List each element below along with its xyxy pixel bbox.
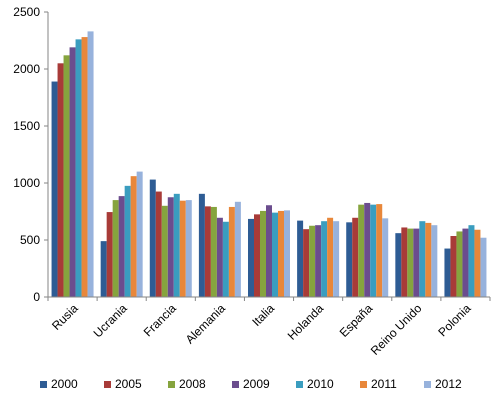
bar-reino-unido-2005 — [401, 227, 408, 297]
bar-italia-2005 — [254, 214, 260, 297]
bar-holanda-2010 — [321, 221, 328, 297]
bar-holanda-2005 — [303, 229, 310, 297]
bars — [51, 31, 487, 298]
bar-francia-2000 — [149, 179, 156, 297]
bar-polonia-2011 — [474, 229, 481, 297]
bar-polonia-2005 — [450, 236, 457, 297]
bar-polonia-2010 — [468, 225, 475, 297]
bar-italia-2009 — [266, 205, 272, 297]
bar-italia-2000 — [248, 218, 254, 297]
bar-polonia-2008 — [456, 231, 463, 297]
legend-swatch-2010 — [296, 381, 303, 388]
bar-españa-2000 — [346, 222, 353, 297]
bar-francia-2012 — [185, 200, 192, 297]
bar-reino-unido-2009 — [413, 228, 420, 297]
bar-rusia-2005 — [57, 63, 64, 297]
legend-label-2008: 2008 — [179, 377, 206, 391]
y-tick-label: 0 — [33, 290, 40, 304]
bar-rusia-2008 — [63, 55, 70, 297]
legend-swatch-2000 — [40, 381, 47, 388]
y-axis: 0 500 1000 1500 2000 2500 — [13, 5, 49, 304]
bar-holanda-2011 — [327, 217, 334, 297]
bar-españa-2005 — [352, 217, 359, 297]
bar-polonia-2012 — [480, 237, 487, 297]
legend-label-2010: 2010 — [307, 377, 334, 391]
bar-italia-2011 — [278, 210, 284, 297]
bar-holanda-2012 — [333, 221, 340, 297]
x-category-label: España — [337, 301, 376, 340]
bar-polonia-2000 — [444, 248, 451, 297]
bar-alemania-2011 — [228, 206, 235, 297]
y-tick-label: 1000 — [13, 176, 40, 190]
bar-polonia-2009 — [462, 228, 469, 297]
x-category-label: Polonia — [435, 301, 473, 339]
legend-label-2012: 2012 — [435, 377, 462, 391]
bar-ucrania-2008 — [112, 200, 119, 297]
bar-alemania-2012 — [234, 201, 241, 297]
bar-francia-2011 — [179, 200, 186, 297]
bar-alemania-2000 — [198, 193, 205, 297]
bar-españa-2011 — [376, 204, 383, 297]
legend-swatch-2008 — [168, 381, 175, 388]
x-axis: Rusia Ucrania Francia Alemania Italia Holanda… — [47, 296, 491, 358]
bar-ucrania-2011 — [130, 176, 137, 297]
bar-españa-2009 — [364, 202, 371, 297]
bar-españa-2012 — [382, 218, 389, 297]
bar-alemania-2005 — [204, 206, 211, 297]
bar-holanda-2008 — [309, 225, 316, 297]
bar-italia-2010 — [272, 212, 278, 297]
bar-reino-unido-2011 — [425, 222, 432, 297]
bar-italia-2012 — [284, 210, 290, 297]
bar-rusia-2000 — [51, 81, 58, 297]
bar-rusia-2009 — [69, 47, 76, 298]
x-category-label: Francia — [141, 301, 179, 339]
bar-ucrania-2009 — [118, 196, 125, 297]
legend-swatch-2011 — [360, 381, 367, 388]
x-category-label: Alemania — [183, 301, 229, 347]
bar-rusia-2011 — [81, 37, 88, 298]
y-tick-label: 2500 — [13, 5, 40, 19]
bar-ucrania-2005 — [106, 212, 113, 297]
x-category-label: Holanda — [285, 301, 327, 343]
x-category-label: Italia — [249, 301, 277, 329]
bar-francia-2008 — [161, 205, 168, 297]
bar-rusia-2012 — [87, 31, 94, 297]
y-tick-label: 500 — [20, 233, 40, 247]
x-category-label: Rusia — [49, 301, 81, 333]
legend-label-2000: 2000 — [51, 377, 78, 391]
legend-label-2011: 2011 — [371, 377, 397, 391]
bar-españa-2010 — [370, 204, 377, 297]
y-tick-label: 2000 — [13, 62, 40, 76]
legend-swatch-2012 — [424, 381, 431, 388]
legend-label-2005: 2005 — [115, 377, 142, 391]
bar-holanda-2009 — [315, 225, 322, 297]
bar-reino-unido-2012 — [431, 225, 438, 297]
bar-holanda-2000 — [297, 220, 304, 297]
bar-francia-2005 — [155, 191, 162, 297]
bar-francia-2010 — [173, 193, 180, 297]
bar-ucrania-2000 — [100, 241, 107, 297]
bar-españa-2008 — [358, 204, 365, 297]
bar-alemania-2008 — [210, 206, 217, 297]
bar-alemania-2010 — [222, 221, 229, 297]
bar-ucrania-2012 — [136, 171, 143, 297]
bar-italia-2008 — [260, 210, 266, 297]
legend-swatch-2009 — [232, 381, 239, 388]
bar-francia-2009 — [167, 197, 174, 297]
bar-rusia-2010 — [75, 39, 82, 298]
legend: 2000 2005 2008 2009 2010 2011 2012 — [40, 377, 462, 391]
bar-reino-unido-2010 — [419, 221, 426, 297]
bar-reino-unido-2008 — [407, 228, 414, 297]
y-tick-label: 1500 — [13, 119, 40, 133]
legend-swatch-2005 — [104, 381, 111, 388]
bar-alemania-2009 — [216, 217, 223, 297]
bar-ucrania-2010 — [124, 185, 131, 297]
legend-label-2009: 2009 — [243, 377, 270, 391]
x-category-label: Ucrania — [91, 301, 130, 340]
bar-reino-unido-2000 — [395, 233, 402, 297]
x-category-label: Reino Unido — [368, 301, 425, 358]
